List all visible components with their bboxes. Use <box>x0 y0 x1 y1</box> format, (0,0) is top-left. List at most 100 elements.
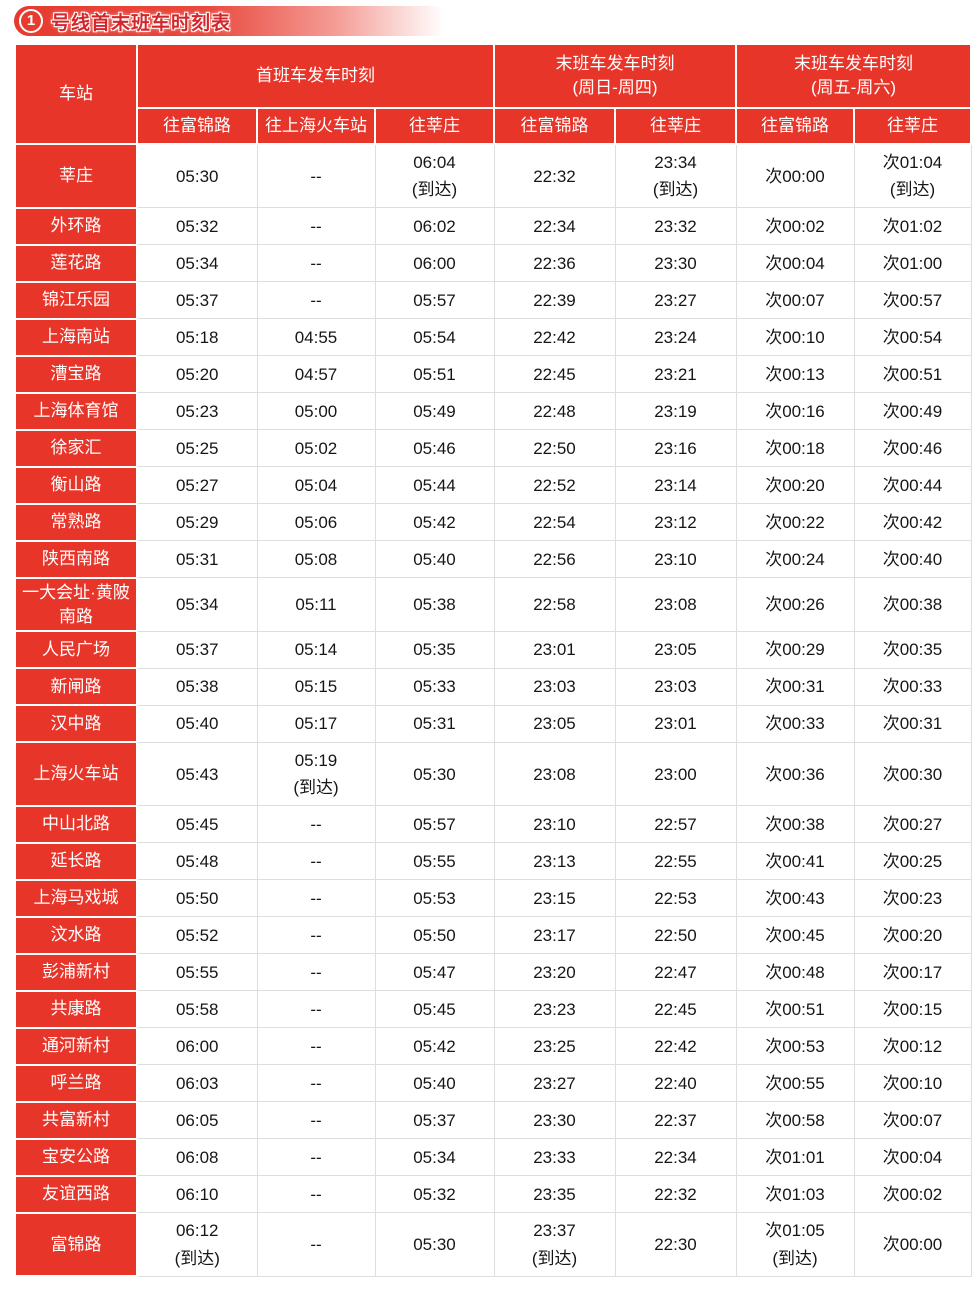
time-cell: -- <box>256 842 376 881</box>
table-row: 通河新村 06:00 -- 05:42 23:25 22:42 次00:53 次00:12 <box>14 1026 972 1066</box>
time-cell: -- <box>256 879 376 918</box>
time-cell: 05:50 <box>136 879 258 918</box>
station-cell: 外环路 <box>14 206 138 246</box>
time-cell: 05:52 <box>136 916 258 955</box>
time-cell: 次00:04 <box>853 1138 972 1177</box>
table-row: 上海火车站 05:43 05:19 (到达) 05:30 23:08 23:00 次00:… <box>14 741 972 807</box>
time-cell: 次00:15 <box>853 990 972 1029</box>
time-cell: 23:03 <box>614 667 737 706</box>
time-cell: 05:06 <box>256 503 376 542</box>
time-cell: -- <box>256 1138 376 1177</box>
time-cell: 次00:20 <box>735 466 855 505</box>
time-cell: 次00:31 <box>735 667 855 706</box>
time-cell: 05:42 <box>374 1027 495 1066</box>
station-cell: 衡山路 <box>14 465 138 505</box>
title-bar: 1 号线首末班车时刻表 <box>14 6 444 36</box>
time-cell: 次00:33 <box>735 704 855 743</box>
time-cell: 23:12 <box>614 503 737 542</box>
time-cell: -- <box>256 1212 376 1277</box>
time-cell: 23:23 <box>493 990 616 1029</box>
time-cell: 06:12 (到达) <box>136 1212 258 1277</box>
time-cell: 05:55 <box>136 953 258 992</box>
time-cell: 次00:57 <box>853 281 972 320</box>
time-cell: -- <box>256 244 376 283</box>
table-row: 宝安公路 06:08 -- 05:34 23:33 22:34 次01:01 次00:04 <box>14 1137 972 1177</box>
timetable: 车站 首班车发车时刻 末班车发车时刻 (周日-周四) 末班车发车时刻 (周五-周… <box>14 43 972 1278</box>
time-cell: 次00:12 <box>853 1027 972 1066</box>
time-cell: 次00:45 <box>735 916 855 955</box>
table-row: 一大会址·黄陂南路 05:34 05:11 05:38 22:58 23:08 次00:2… <box>14 576 972 633</box>
time-cell: 22:54 <box>493 503 616 542</box>
time-cell: 次00:49 <box>853 392 972 431</box>
table-row: 徐家汇 05:25 05:02 05:46 22:50 23:16 次00:18 次00:4… <box>14 428 972 468</box>
station-cell: 徐家汇 <box>14 428 138 468</box>
first-train-group-header: 首班车发车时刻 <box>136 43 495 109</box>
table-row: 人民广场 05:37 05:14 05:35 23:01 23:05 次00:29 次00:… <box>14 630 972 670</box>
time-cell: 05:45 <box>136 805 258 844</box>
time-cell: 05:35 <box>374 630 495 669</box>
time-cell: 次00:18 <box>735 429 855 468</box>
station-cell: 中山北路 <box>14 804 138 844</box>
time-cell: 06:02 <box>374 207 495 246</box>
time-cell: 次00:10 <box>735 318 855 357</box>
time-cell: 05:58 <box>136 990 258 1029</box>
time-cell: 05:25 <box>136 429 258 468</box>
time-cell: 次00:26 <box>735 577 855 632</box>
time-cell: 次00:38 <box>853 577 972 632</box>
time-cell: 23:19 <box>614 392 737 431</box>
station-cell: 锦江乐园 <box>14 280 138 320</box>
station-cell: 汉中路 <box>14 704 138 744</box>
direction-header: 往富锦路 <box>735 107 855 145</box>
time-cell: 05:15 <box>256 667 376 706</box>
station-cell: 上海火车站 <box>14 741 138 807</box>
time-cell: 次00:46 <box>853 429 972 468</box>
table-row: 常熟路 05:29 05:06 05:42 22:54 23:12 次00:22 次00:4… <box>14 502 972 542</box>
time-cell: 05:18 <box>136 318 258 357</box>
time-cell: 06:04 (到达) <box>374 143 495 209</box>
time-cell: 22:40 <box>614 1064 737 1103</box>
direction-header: 往上海火车站 <box>256 107 376 145</box>
table-row: 上海马戏城 05:50 -- 05:53 23:15 22:53 次00:43 次00:23 <box>14 878 972 918</box>
time-cell: 22:45 <box>614 990 737 1029</box>
time-cell: 06:00 <box>136 1027 258 1066</box>
time-cell: 05:11 <box>256 577 376 632</box>
time-cell: 05:33 <box>374 667 495 706</box>
time-cell: 23:14 <box>614 466 737 505</box>
station-cell: 上海南站 <box>14 317 138 357</box>
station-cell: 常熟路 <box>14 502 138 542</box>
time-cell: 23:08 <box>493 741 616 807</box>
time-cell: -- <box>256 916 376 955</box>
time-cell: 23:30 <box>614 244 737 283</box>
time-cell: 22:58 <box>493 577 616 632</box>
time-cell: 05:38 <box>136 667 258 706</box>
time-cell: 05:48 <box>136 842 258 881</box>
time-cell: 22:42 <box>614 1027 737 1066</box>
time-cell: 05:49 <box>374 392 495 431</box>
station-cell: 共富新村 <box>14 1100 138 1140</box>
time-cell: 23:35 <box>493 1175 616 1214</box>
direction-header: 往莘庄 <box>374 107 495 145</box>
time-cell: 23:01 <box>614 704 737 743</box>
time-cell: 次00:10 <box>853 1064 972 1103</box>
time-cell: -- <box>256 281 376 320</box>
time-cell: 23:17 <box>493 916 616 955</box>
time-cell: 05:50 <box>374 916 495 955</box>
time-cell: 04:55 <box>256 318 376 357</box>
table-row: 上海南站 05:18 04:55 05:54 22:42 23:24 次00:10 次00:… <box>14 317 972 357</box>
time-cell: 次01:02 <box>853 207 972 246</box>
table-row: 彭浦新村 05:55 -- 05:47 23:20 22:47 次00:48 次00:17 <box>14 952 972 992</box>
time-cell: 22:30 <box>614 1212 737 1277</box>
direction-header: 往富锦路 <box>493 107 616 145</box>
time-cell: 次01:01 <box>735 1138 855 1177</box>
time-cell: 22:32 <box>493 143 616 209</box>
time-cell: 22:39 <box>493 281 616 320</box>
station-column-header: 车站 <box>14 43 138 145</box>
time-cell: 05:32 <box>374 1175 495 1214</box>
time-cell: 05:31 <box>136 540 258 579</box>
timetable-body: 莘庄 05:30 -- 06:04 (到达) 22:32 23:34 (到达) 次00:0… <box>14 143 972 1278</box>
last-train-sun-thu-group-header: 末班车发车时刻 (周日-周四) <box>493 43 737 109</box>
line-number-badge: 1 <box>19 9 43 33</box>
time-cell: 次00:22 <box>735 503 855 542</box>
time-cell: 次00:27 <box>853 805 972 844</box>
time-cell: 次00:42 <box>853 503 972 542</box>
